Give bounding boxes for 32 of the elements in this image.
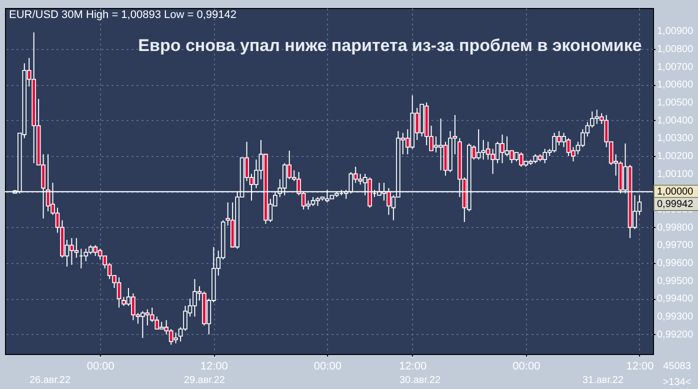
- text: >134<: [662, 377, 692, 388]
- x-tick-label: 00:00: [86, 360, 114, 372]
- chart-subtitle: EUR/USD 30M High = 1,00893 Low = 0,99142: [9, 9, 236, 21]
- y-tick-label: 0,99400: [657, 294, 694, 305]
- y-tick-label: 1,00700: [657, 62, 694, 73]
- y-tick-label: 1,00500: [657, 98, 694, 109]
- x-tick-label: 12:00: [399, 360, 427, 372]
- text: 0,99942: [657, 199, 694, 210]
- x-tick-label: 00:00: [512, 360, 540, 372]
- y-tick-label: 1,00300: [657, 133, 694, 144]
- x-tick-label: 12:00: [200, 360, 228, 372]
- text: 29.авг.22: [184, 375, 226, 386]
- x-tick-label: 00:00: [314, 360, 342, 372]
- y-tick-label: 1,00600: [657, 80, 694, 91]
- y-tick-label: 0,99800: [657, 222, 694, 234]
- text: Евро снова упал ниже паритета из-за проблем в экономике: [138, 36, 642, 55]
- y-tick-label: 1,00400: [657, 115, 694, 126]
- y-tick-label: 0,99500: [657, 276, 694, 287]
- y-tick-label: 1,00800: [657, 44, 694, 56]
- text: 30.авг.22: [399, 375, 441, 386]
- x-tick-label: 12:00: [626, 360, 654, 372]
- text: 31.авг.22: [582, 375, 624, 386]
- y-tick-label: 1,00100: [657, 168, 694, 180]
- text: 45083: [663, 361, 692, 372]
- y-tick-label: 1,00200: [657, 151, 694, 162]
- y-tick-label: 0,99700: [657, 240, 694, 252]
- y-tick-label: 1,00900: [657, 26, 694, 38]
- y-tick-label: 0,99300: [657, 312, 694, 323]
- ref-line-label: 1,00000: [657, 186, 694, 198]
- text: 26.авг.22: [29, 375, 71, 386]
- y-tick-label: 0,99600: [657, 258, 694, 270]
- y-tick-label: 0,99200: [657, 329, 694, 340]
